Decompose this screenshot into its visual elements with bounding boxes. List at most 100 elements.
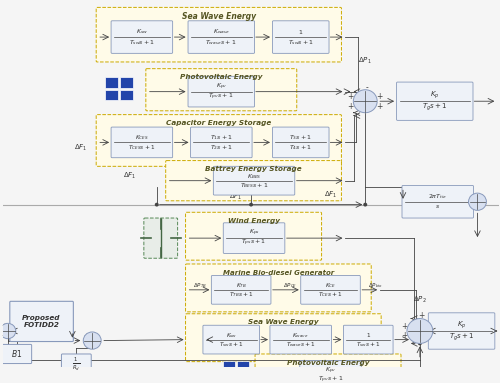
Text: $K_{ps}$: $K_{ps}$ [248,228,260,238]
Text: $T_1s+1$: $T_1s+1$ [210,133,233,142]
FancyBboxPatch shape [188,21,254,53]
Text: $\frac{1}{R_d}$: $\frac{1}{R_d}$ [72,356,80,373]
FancyBboxPatch shape [96,115,342,166]
FancyBboxPatch shape [203,325,260,354]
Circle shape [354,90,377,113]
Text: $T_{pv}s+1$: $T_{pv}s+1$ [318,375,344,383]
Text: $\Delta P_{bio}$: $\Delta P_{bio}$ [368,282,382,290]
FancyBboxPatch shape [166,160,342,201]
Text: +: + [401,322,407,331]
Circle shape [407,319,433,344]
Text: Photovoltaic Energy: Photovoltaic Energy [180,74,262,80]
Text: Sea Wave Energy: Sea Wave Energy [182,11,256,21]
Bar [224,361,235,370]
Text: $\Delta P_2$: $\Delta P_2$ [413,295,426,305]
Text: $s$: $s$ [435,203,440,210]
Text: -: - [366,83,368,92]
Text: Capacitor Energy Storage: Capacitor Energy Storage [166,120,272,126]
Text: $K_{sw}$: $K_{sw}$ [226,331,237,339]
Text: $T_g s+1$: $T_g s+1$ [422,101,448,113]
FancyBboxPatch shape [402,185,473,218]
Text: +: + [376,101,382,111]
Text: $1$: $1$ [298,28,304,36]
FancyBboxPatch shape [224,223,285,254]
Text: +: + [1,323,7,329]
FancyBboxPatch shape [396,82,473,120]
Text: +: + [347,92,354,101]
Text: +: + [376,92,382,101]
Text: $\Delta P_{TB}$: $\Delta P_{TB}$ [192,282,206,290]
FancyBboxPatch shape [270,325,332,354]
FancyBboxPatch shape [2,344,32,363]
FancyBboxPatch shape [214,166,295,195]
Text: $T_{ps}s+1$: $T_{ps}s+1$ [242,238,266,248]
Text: $K_{pv}$: $K_{pv}$ [216,82,227,92]
FancyBboxPatch shape [111,127,172,158]
Text: +: + [432,322,439,331]
Text: $T_3s+1$: $T_3s+1$ [289,133,312,142]
Circle shape [84,332,101,349]
Text: $T_{sw}s+1$: $T_{sw}s+1$ [356,340,380,349]
Text: $K_{wave}$: $K_{wave}$ [292,331,309,339]
Text: $2\pi T_{tie}$: $2\pi T_{tie}$ [428,192,447,201]
Text: Wind Energy: Wind Energy [228,218,280,224]
Text: -: - [85,342,87,349]
Bar [120,90,133,100]
Text: $T_{pv}s+1$: $T_{pv}s+1$ [208,92,234,101]
FancyBboxPatch shape [111,21,172,53]
Text: $K_{TB}$: $K_{TB}$ [236,281,246,290]
Circle shape [155,203,158,206]
Text: $\Delta F_1$: $\Delta F_1$ [324,190,337,200]
FancyBboxPatch shape [344,325,393,354]
Text: $\Delta F_1$: $\Delta F_1$ [74,143,87,153]
FancyBboxPatch shape [188,76,254,107]
Bar [237,361,249,370]
Text: $T_{CES}s+1$: $T_{CES}s+1$ [128,143,156,152]
Text: $T_{sw}s+1$: $T_{sw}s+1$ [288,38,314,47]
Text: $K_p$: $K_p$ [457,319,466,331]
Text: $K_{wave}$: $K_{wave}$ [212,28,230,36]
Bar [120,77,133,88]
Text: $1$: $1$ [366,331,371,339]
Circle shape [249,203,253,206]
Text: $T_{wave}s+1$: $T_{wave}s+1$ [286,340,316,349]
Text: $K_{CES}$: $K_{CES}$ [135,133,149,142]
Text: +: + [418,311,425,320]
Text: $K_{sw}$: $K_{sw}$ [136,28,148,36]
Text: $K_{CE}$: $K_{CE}$ [325,281,336,290]
Text: +: + [432,331,439,340]
FancyBboxPatch shape [146,69,297,111]
Text: $T_{BES}s+1$: $T_{BES}s+1$ [240,181,268,190]
Text: $T_{TB}s+1$: $T_{TB}s+1$ [229,290,254,299]
Text: Marine Bio-diesel Generator: Marine Bio-diesel Generator [223,270,334,276]
Text: $K_{BES}$: $K_{BES}$ [247,172,262,180]
Text: Proposed
FOTIDD2: Proposed FOTIDD2 [22,315,61,328]
FancyBboxPatch shape [428,313,495,349]
FancyBboxPatch shape [186,314,381,362]
Text: $T_{wave}s+1$: $T_{wave}s+1$ [206,38,237,47]
FancyBboxPatch shape [96,7,342,62]
Text: +: + [1,333,7,339]
FancyBboxPatch shape [190,127,252,158]
FancyBboxPatch shape [300,275,360,304]
Circle shape [364,203,368,206]
Circle shape [468,193,486,210]
Text: +: + [84,333,89,339]
Text: $\Delta F_1$: $\Delta F_1$ [230,192,243,202]
Text: $B1$: $B1$ [11,349,22,360]
Text: $\Delta P_{CE}$: $\Delta P_{CE}$ [282,282,297,290]
FancyBboxPatch shape [62,354,91,375]
FancyBboxPatch shape [186,212,322,260]
Text: $T_{sw}s+1$: $T_{sw}s+1$ [219,340,244,349]
Text: +: + [347,101,354,111]
FancyBboxPatch shape [144,218,178,258]
Text: $K_{pv}$: $K_{pv}$ [325,365,336,376]
Text: $\Delta P_1$: $\Delta P_1$ [358,56,372,66]
FancyBboxPatch shape [255,354,401,383]
Text: $T_4s+1$: $T_4s+1$ [289,143,312,152]
FancyBboxPatch shape [212,275,271,304]
Text: Sea Wave Energy: Sea Wave Energy [248,319,318,326]
FancyBboxPatch shape [186,264,371,312]
Text: Battrey Energy Storage: Battrey Energy Storage [206,166,302,172]
FancyBboxPatch shape [272,127,329,158]
